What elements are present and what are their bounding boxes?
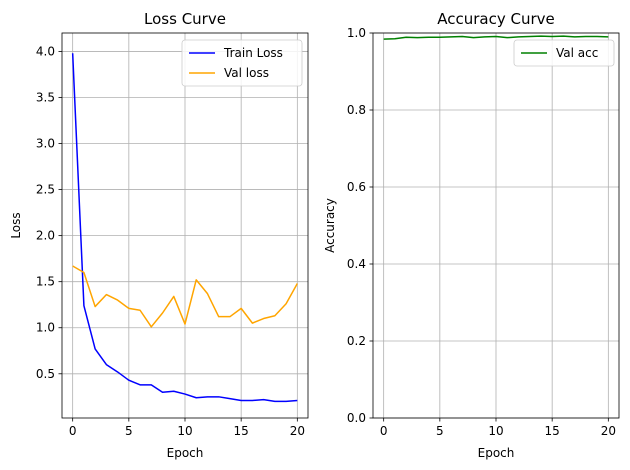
x-tick-label: 0	[380, 424, 388, 438]
x-axis-label: Epoch	[478, 446, 515, 460]
y-tick-label: 1.0	[36, 321, 55, 335]
y-tick-label: 0.2	[347, 334, 366, 348]
legend-label: Val loss	[224, 66, 269, 80]
x-tick-label: 20	[601, 424, 616, 438]
y-axis-label: Loss	[9, 212, 23, 238]
y-tick-label: 0.5	[36, 367, 55, 381]
y-tick-label: 0.0	[347, 411, 366, 425]
y-tick-label: 2.5	[36, 183, 55, 197]
legend: Val acc	[513, 39, 615, 67]
y-tick-label: 4.0	[36, 44, 55, 58]
x-tick-label: 5	[436, 424, 444, 438]
chart-panel-1: 0 5 10 15 20 0.5 1.0 1.5 2.0 2.5 3.0 3.5 4.0 Loss Cur…	[9, 10, 309, 460]
legend-label: Val acc	[556, 46, 598, 60]
y-tick-label: 0.4	[347, 257, 366, 271]
x-tick-label: 15	[545, 424, 560, 438]
legend-box	[181, 39, 303, 87]
x-tick-label: 20	[290, 424, 305, 438]
chart-panel-2: 0 5 10 15 20 0.0 0.2 0.4 0.6 0.8 1.0 Accuracy Curve…	[323, 10, 620, 460]
y-tick-label: 3.5	[36, 90, 55, 104]
y-tick-label: 3.0	[36, 137, 55, 151]
legend-box	[513, 39, 615, 67]
y-tick-label: 2.0	[36, 229, 55, 243]
x-tick-label: 10	[177, 424, 192, 438]
x-tick-label: 10	[488, 424, 503, 438]
x-axis-label: Epoch	[167, 446, 204, 460]
x-tick-label: 0	[69, 424, 77, 438]
x-tick-label: 5	[125, 424, 133, 438]
chart-title: Loss Curve	[144, 10, 226, 28]
y-axis-label: Accuracy	[323, 198, 337, 253]
legend-label: Train Loss	[223, 46, 283, 60]
x-tick-label: 15	[234, 424, 249, 438]
y-tick-label: 0.6	[347, 180, 366, 194]
y-tick-label: 1.0	[347, 26, 366, 40]
legend: Train Loss Val loss	[181, 39, 303, 87]
y-tick-label: 0.8	[347, 103, 366, 117]
chart-title: Accuracy Curve	[437, 10, 555, 28]
y-tick-label: 1.5	[36, 275, 55, 289]
